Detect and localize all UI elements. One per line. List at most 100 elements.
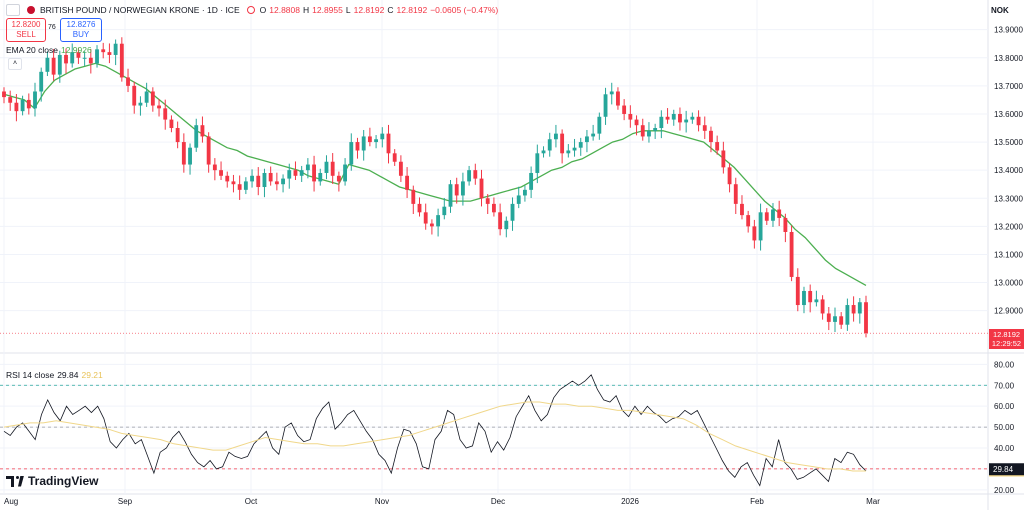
candle [336,171,341,192]
currency-label[interactable]: NOK [991,6,1009,15]
candle-body [535,153,540,173]
candle [287,163,292,189]
candle [20,95,25,116]
rsi-tick-label: 60.00 [994,402,1015,411]
sell-button[interactable]: 12.8200 SELL [6,18,46,42]
price-tick-label: 13.6000 [994,110,1023,119]
candle-body [39,71,44,92]
candle-body [268,172,273,182]
candle-body [640,125,645,137]
candle [417,197,422,217]
candle [640,118,645,141]
candle [39,67,44,102]
candle [622,99,627,121]
candle-body [498,212,503,230]
rsi-tick-label: 40.00 [994,444,1015,453]
candle [498,203,503,236]
candle-body [101,49,106,53]
candle [212,158,217,181]
price-tick-label: 13.7000 [994,82,1023,91]
last-price-tag: 12.8192 12:29:52 [989,329,1024,349]
candle [709,126,713,153]
candle [70,43,75,68]
rsi-tick-label: 70.00 [994,381,1015,390]
candle-body [95,49,99,64]
candle [305,158,310,179]
candle-body [243,181,248,190]
tradingview-logo[interactable]: TradingView [6,474,98,488]
candle [479,169,484,207]
candle [126,68,130,93]
ema-legend[interactable]: EMA 20 close 12.9926 [6,45,92,55]
time-tick-label: Feb [750,497,764,506]
buy-button[interactable]: 12.8276 BUY [60,18,102,42]
candlesticks [2,37,868,338]
candle-body [733,184,738,204]
candle [225,171,230,188]
candle-body [392,153,397,162]
rsi-ma-line [3,401,866,472]
candle-body [380,133,385,140]
candle [647,122,651,143]
candle [746,210,751,233]
countdown: 12:29:52 [991,339,1022,348]
high-label: H [302,5,310,15]
candle-body [237,184,242,190]
candle-body [126,77,130,86]
buy-price: 12.8276 [66,20,96,29]
candle-body [398,161,403,176]
candle-body [181,142,186,165]
candle [113,39,118,66]
candle [293,161,298,180]
candle-body [554,133,558,140]
candle-body [833,316,837,322]
candle-body [132,85,137,106]
candle [535,144,540,184]
collapse-legend-button[interactable]: ˄ [8,58,22,70]
candle-body [777,209,782,218]
candle [628,105,633,128]
candle [510,197,515,231]
candle [578,137,583,156]
candle-body [684,119,689,123]
candle-body [634,119,639,126]
candle-body [839,316,844,325]
candle [864,295,868,338]
rsi-tag: 29.84 [993,465,1014,474]
rsi-tick-label: 80.00 [994,360,1015,369]
candle [758,203,763,251]
candle [851,296,856,322]
rsi-legend[interactable]: RSI 14 close 29.84 29.21 [6,370,103,380]
candle [516,186,521,209]
candle [200,116,205,143]
candle-body [647,130,651,137]
candle [361,129,366,161]
close-label: C [387,5,394,15]
candle [857,298,862,324]
candle [727,163,732,193]
candle-body [312,164,316,182]
ema-value: 12.9926 [60,45,92,55]
candle-body [349,142,354,165]
candle-body [802,290,806,306]
candle [845,298,850,331]
alert-icon[interactable] [6,4,20,16]
candle-body [727,167,732,185]
price-tick-label: 13.0000 [994,279,1023,288]
candle [771,203,775,227]
candle-body [231,181,236,185]
candle-body [305,164,310,171]
candle [64,48,68,74]
candle [405,167,410,198]
candle-body [522,189,527,196]
candle-body [423,212,428,224]
candle-body [188,147,192,165]
candle-body [417,203,422,213]
candle [107,43,112,64]
candle-body [250,175,254,182]
candle-body [88,57,93,64]
candle [777,200,782,227]
tradingview-logo-icon [6,475,24,487]
candle-body [411,189,416,204]
